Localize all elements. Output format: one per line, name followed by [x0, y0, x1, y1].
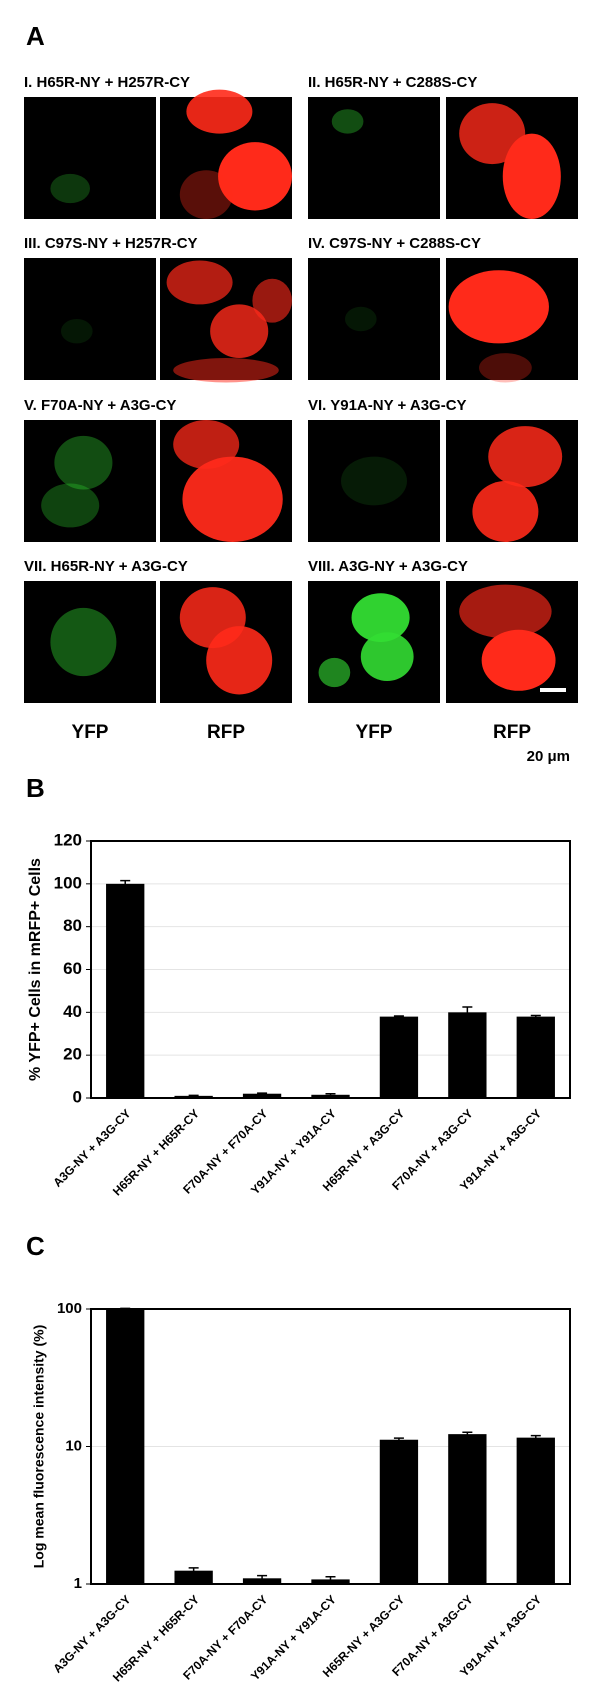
plot-frame	[90, 840, 571, 1099]
error-bar	[120, 879, 131, 888]
bar	[242, 1093, 282, 1098]
error-bar	[393, 1437, 404, 1443]
y-tick-label: 10	[65, 1437, 82, 1454]
error-bar	[462, 1431, 473, 1437]
cell	[459, 584, 552, 639]
bar	[379, 1439, 419, 1584]
cell	[479, 353, 532, 383]
error-bar	[325, 1575, 336, 1583]
y-tick-label: 20	[63, 1045, 82, 1064]
channel-label: YFP	[72, 722, 109, 743]
channel-label: RFP	[207, 722, 245, 743]
channel-label: YFP	[356, 722, 393, 743]
y-tick-label: 100	[57, 1300, 82, 1317]
panel-title: VI. Y91A-NY + A3G-CY	[308, 397, 467, 414]
bar	[379, 1016, 419, 1098]
cell	[54, 435, 113, 490]
scale-bar	[540, 688, 566, 692]
bar	[448, 1434, 487, 1584]
panel-title: IV. C97S-NY + C288S-CY	[308, 235, 481, 252]
cell	[186, 89, 253, 134]
error-bar	[325, 1092, 336, 1097]
panel-title: I. H65R-NY + H257R-CY	[24, 74, 190, 91]
cell	[344, 306, 377, 332]
bar	[448, 1012, 487, 1098]
micrograph	[308, 420, 440, 542]
cell	[182, 456, 283, 542]
cell	[488, 426, 563, 488]
cell	[41, 483, 100, 528]
error-bar	[530, 1434, 541, 1441]
bar	[106, 1309, 145, 1584]
cell	[210, 304, 269, 359]
scale-bar-label: 20 μm	[527, 748, 570, 765]
error-bar	[530, 1014, 541, 1019]
panel-title: II. H65R-NY + C288S-CY	[308, 74, 477, 91]
cell	[341, 456, 407, 506]
cell	[448, 270, 549, 344]
panel-title: V. F70A-NY + A3G-CY	[24, 397, 176, 414]
micrograph	[24, 420, 156, 542]
cell	[360, 632, 414, 682]
cell	[218, 142, 292, 211]
micrograph	[24, 97, 156, 219]
micrograph	[24, 581, 156, 703]
y-tick-label: 80	[63, 916, 82, 935]
cell	[351, 593, 410, 642]
cell	[166, 260, 233, 305]
cell	[318, 657, 351, 688]
panel-title: III. C97S-NY + H257R-CY	[24, 235, 198, 252]
panel-title: VIII. A3G-NY + A3G-CY	[308, 558, 468, 575]
error-bar	[257, 1574, 268, 1582]
panel-label: B	[26, 773, 45, 803]
bar	[516, 1016, 555, 1098]
error-bar	[188, 1094, 199, 1098]
cell	[60, 319, 93, 344]
bar	[106, 883, 145, 1098]
panel-title: VII. H65R-NY + A3G-CY	[24, 558, 188, 575]
y-tick-label: 100	[54, 873, 82, 892]
cell	[173, 358, 279, 383]
bar	[516, 1437, 555, 1584]
micrograph	[308, 97, 440, 219]
channel-label: RFP	[493, 722, 531, 743]
error-bar	[462, 1006, 473, 1019]
y-tick-label: 120	[54, 830, 82, 849]
y-axis-label: Log mean fluorescence intensity (%)	[31, 1325, 47, 1569]
y-tick-label: 40	[63, 1002, 82, 1021]
micrograph	[24, 258, 156, 380]
y-tick-label: 0	[73, 1087, 82, 1106]
y-axis-label: % YFP+ Cells in mRFP+ Cells	[27, 858, 44, 1081]
panel-label: C	[26, 1231, 45, 1261]
y-tick-label: 1	[74, 1575, 82, 1592]
cell	[252, 278, 292, 323]
cell	[50, 607, 117, 677]
cell	[459, 103, 526, 165]
cell	[50, 173, 90, 204]
cell	[502, 133, 561, 219]
error-bar	[188, 1567, 199, 1575]
cell	[173, 420, 240, 469]
cell	[206, 626, 273, 695]
cell	[179, 170, 233, 220]
micrograph	[308, 258, 440, 380]
bar	[174, 1570, 213, 1584]
error-bar	[257, 1092, 268, 1096]
cell	[331, 109, 364, 134]
y-tick-label: 60	[63, 959, 82, 978]
panel-label: A	[26, 21, 45, 51]
cell	[472, 481, 539, 542]
plot-frame	[90, 1308, 571, 1585]
error-bar	[393, 1015, 404, 1019]
cell	[481, 629, 556, 691]
